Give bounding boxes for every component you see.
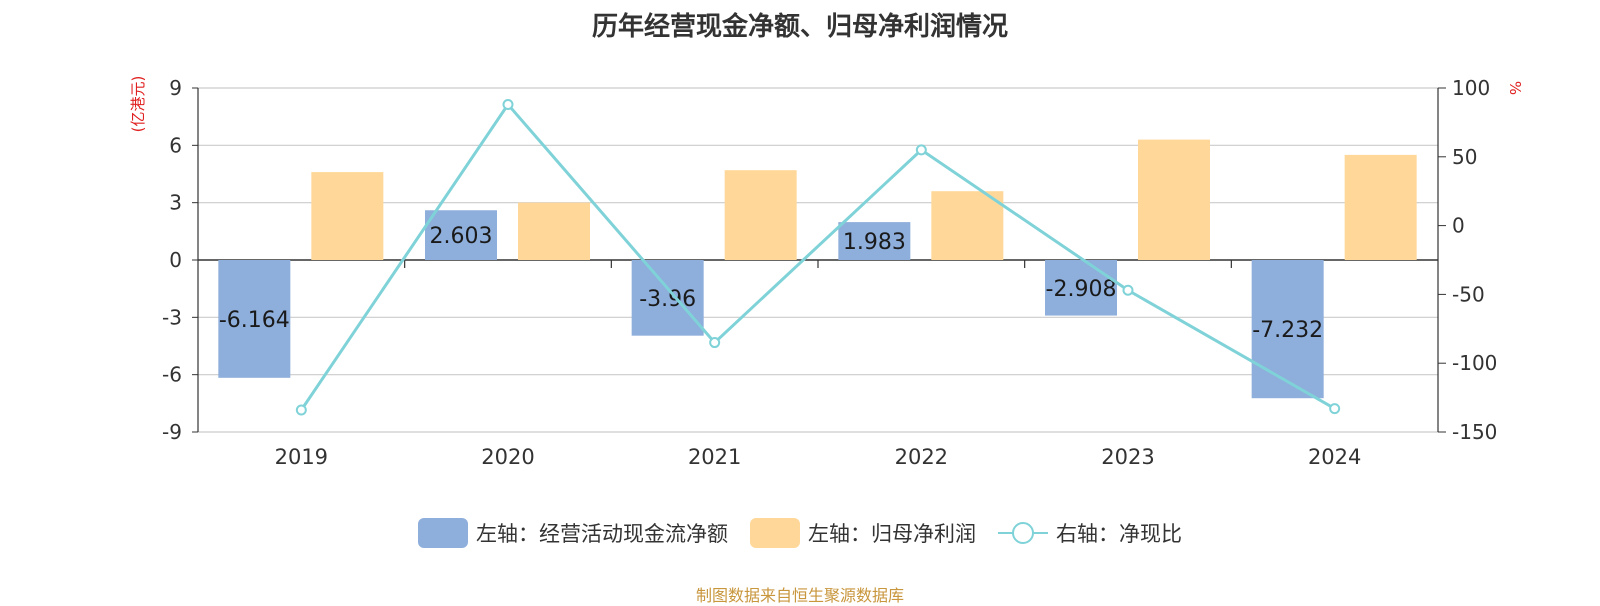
point-ratio	[502, 99, 514, 111]
x-tick-label: 2020	[481, 445, 534, 469]
left-tick-label: 6	[169, 133, 182, 157]
bar-net-profit	[931, 191, 1004, 260]
bar-net-profit	[1138, 139, 1210, 260]
chart-title: 历年经营现金净额、归母净利润情况	[591, 12, 1008, 42]
x-tick-label: 2024	[1308, 445, 1361, 469]
data-label-cash-flow: -7.232	[1252, 318, 1323, 343]
right-tick-label: -100	[1452, 351, 1497, 375]
legend-swatch-ratio-icon	[998, 522, 1048, 544]
data-label-cash-flow: -6.164	[219, 308, 290, 333]
bar-cash-flow	[1251, 260, 1324, 399]
right-tick-label: 0	[1452, 214, 1465, 238]
bar-net-profit	[311, 172, 384, 260]
bar-cash-flow	[425, 210, 497, 260]
left-tick-label: 9	[169, 76, 182, 100]
left-axis-unit: (亿港元)	[129, 76, 147, 133]
point-ratio	[1329, 403, 1341, 415]
x-tick-label: 2023	[1101, 445, 1154, 469]
point-ratio	[295, 404, 307, 416]
legend: 左轴：经营活动现金流净额 左轴：归母净利润 右轴：净现比	[0, 518, 1600, 548]
point-ratio	[1122, 284, 1134, 296]
left-tick-label: -6	[162, 363, 182, 387]
left-tick-label: 0	[169, 248, 182, 272]
legend-label-ratio: 右轴：净现比	[1056, 522, 1182, 546]
point-ratio	[709, 337, 721, 349]
bar-net-profit	[518, 202, 590, 260]
left-tick-label: -3	[162, 305, 182, 329]
right-axis-unit: %	[1506, 81, 1524, 95]
right-tick-label: 100	[1452, 76, 1490, 100]
legend-item-ratio[interactable]: 右轴：净现比	[998, 518, 1182, 548]
x-tick-label: 2021	[688, 445, 741, 469]
data-label-cash-flow: 2.603	[430, 224, 493, 249]
legend-swatch-net-profit	[750, 518, 800, 548]
bar-cash-flow	[1045, 260, 1117, 316]
bar-cash-flow	[838, 222, 911, 260]
legend-item-net-profit[interactable]: 左轴：归母净利润	[750, 518, 976, 548]
legend-label-cash-flow: 左轴：经营活动现金流净额	[476, 522, 728, 546]
left-tick-label: -9	[162, 420, 182, 444]
source-note: 制图数据来自恒生聚源数据库	[695, 586, 904, 605]
x-tick-label: 2022	[895, 445, 948, 469]
bar-cash-flow	[631, 260, 704, 336]
bar-cash-flow	[218, 260, 291, 378]
data-label-cash-flow: -2.908	[1046, 277, 1117, 302]
point-ratio	[915, 144, 927, 156]
legend-swatch-cash-flow	[418, 518, 468, 548]
data-label-cash-flow: -3.96	[639, 287, 696, 312]
bar-net-profit	[724, 170, 797, 260]
line-ratio	[300, 102, 1336, 411]
chart-canvas: 9 6 3 0 -3 -6 -9 100 50 0 -50 -100 -150 2019 2020 2021 2…	[129, 76, 1524, 469]
legend-label-net-profit: 左轴：归母净利润	[808, 522, 976, 546]
bar-net-profit	[1344, 154, 1417, 260]
x-tick-label: 2019	[275, 445, 328, 469]
left-tick-label: 3	[169, 191, 182, 215]
legend-item-cash-flow[interactable]: 左轴：经营活动现金流净额	[418, 518, 728, 548]
right-tick-label: 50	[1452, 145, 1477, 169]
right-tick-label: -50	[1452, 282, 1485, 306]
data-label-cash-flow: 1.983	[843, 230, 906, 255]
right-tick-label: -150	[1452, 420, 1497, 444]
